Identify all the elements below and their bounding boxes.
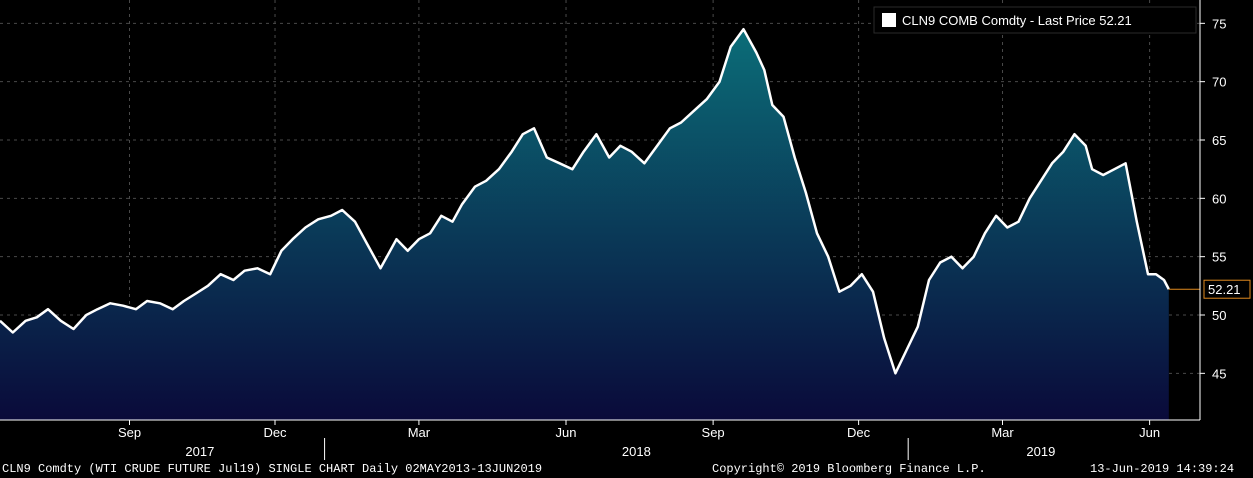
price-line — [0, 27, 1170, 375]
y-tick-label: 65 — [1212, 133, 1226, 148]
last-price-badge — [1203, 279, 1251, 299]
legend-background — [873, 6, 1197, 34]
y-tick-label: 75 — [1212, 16, 1226, 31]
y-tick-label: 45 — [1212, 366, 1226, 381]
x-tick-label: Sep — [118, 425, 141, 440]
x-tick-label: Mar — [408, 425, 431, 440]
x-tick-label: Mar — [991, 425, 1014, 440]
footer: CLN9 Comdty (WTI CRUDE FUTURE Jul19) SIN… — [2, 462, 1234, 476]
footer-timestamp: 13-Jun-2019 14:39:24 — [1090, 462, 1234, 476]
footer-description: CLN9 Comdty (WTI CRUDE FUTURE Jul19) SIN… — [2, 462, 542, 476]
legend-swatch — [882, 13, 896, 27]
legend-label: CLN9 COMB Comdty - Last Price 52.21 — [902, 13, 1132, 28]
x-tick-label: Sep — [702, 425, 725, 440]
y-tick-label: 50 — [1212, 308, 1226, 323]
y-tick-label: 60 — [1212, 191, 1226, 206]
year-label: 2018 — [622, 444, 651, 459]
footer-copyright: Copyright© 2019 Bloomberg Finance L.P. — [712, 462, 986, 476]
x-tick-label: Dec — [847, 425, 871, 440]
price-area-fill — [0, 29, 1169, 420]
axes: 45 50 55 60 65 70 75 Sep Dec Mar Jun Sep Dec Mar Jun 20… — [0, 0, 1226, 460]
y-tick-label: 55 — [1212, 250, 1226, 265]
y-tick-label: 70 — [1212, 75, 1226, 90]
year-label: 2017 — [185, 444, 214, 459]
last-price-label: 52.21 — [1208, 282, 1241, 297]
x-tick-label: Jun — [556, 425, 577, 440]
year-label: 2019 — [1026, 444, 1055, 459]
x-tick-label: Dec — [263, 425, 287, 440]
x-tick-label: Jun — [1139, 425, 1160, 440]
legend: CLN9 COMB Comdty - Last Price 52.21 — [873, 6, 1197, 34]
